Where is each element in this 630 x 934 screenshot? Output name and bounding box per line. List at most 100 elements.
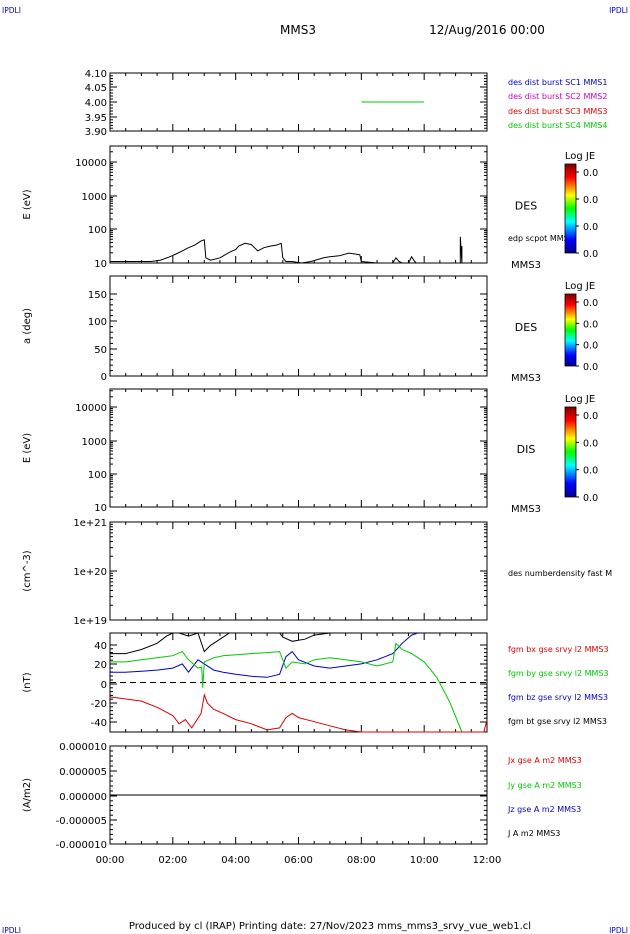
series-line-1 [459,236,463,264]
panel-des-pitch: 150 100 50 0 a (deg) DES MMS3 Log JE 0.0 0.0 0.0 0.… [22,275,598,384]
corner-tag-top-left: IPDLI [2,6,21,15]
y-axis-title: E (eV) [22,433,33,463]
y-axis-title: E (eV) [22,189,33,219]
y-tick-label: 1000 [82,437,107,448]
y-tick-label: 4.00 [85,98,107,109]
x-tick-label: 10:00 [410,855,439,866]
y-tick-label: 4.10 [85,69,107,80]
legend-entry: Jz gse A m2 MMS3 [507,805,581,814]
corner-tag-top-right: IPDLI [609,6,628,15]
legend-entry: fgm bt gse srvy l2 MMS3 [508,717,607,726]
legend-entry: J A m2 MMS3 [507,829,560,838]
panel-frame [109,145,488,264]
corner-tag-bottom-left: IPDLI [2,926,21,934]
x-tick-label: 06:00 [284,855,313,866]
panel-frame [109,388,488,508]
y-tick-label: 10000 [75,403,107,414]
colorbar [564,293,577,367]
colorbar-tick-label: 0.0 [583,195,598,206]
series-line-0 [110,239,417,264]
colorbar [564,163,577,254]
panel-bottom-label: MMS3 [511,504,541,515]
footer-text: Produced by cl (IRAP) Printing date: 27/… [129,921,531,932]
series-line-2 [110,642,463,733]
y-tick-label: 20 [94,660,107,671]
y-tick-label: 0 [101,372,107,383]
legend-entry: des numberdensity fast M [508,569,612,578]
y-tick-label: 0.000010 [59,742,107,753]
legend-entry: fgm bz gse srvy l2 MMS3 [508,693,608,702]
colorbar-tick-label: 0.0 [583,168,598,179]
y-tick-label: 1e+20 [73,567,107,578]
legend-entry: des dist burst SC4 MMS4 [508,121,607,130]
y-tick-label: 0 [101,680,107,691]
x-tick-label: 08:00 [347,855,376,866]
y-tick-label: -20 [91,699,107,710]
colorbar-tick-label: 0.0 [583,493,598,504]
panel-density: 1e+21 1e+20 1e+19 (cm^-3) des numberdensity … [22,518,612,627]
y-tick-label: -0.000010 [56,840,107,851]
panel-frame [109,72,488,132]
y-tick-label: -40 [91,718,107,729]
panel-frame [109,275,488,377]
colorbar-tick-label: 0.0 [583,222,598,233]
colorbar-tick-label: 0.0 [583,319,598,330]
colorbar-tick-label: 0.0 [583,438,598,449]
series-line-3 [109,693,488,733]
panel-label: DIS [517,443,536,456]
legend-entry: fgm bx gse srvy l2 MMS3 [508,645,609,654]
legend-entry: des dist burst SC1 MMS1 [508,78,607,87]
colorbar-tick-label: 0.0 [583,466,598,477]
panel-label: DES [515,321,537,334]
y-tick-label: 1e+21 [73,518,107,529]
y-axis-title: (nT) [22,672,33,692]
legend-entry: des dist burst SC3 MMS3 [508,107,607,116]
panel-label: DES [515,200,537,213]
panel-current: 0.000010 0.000005 0.000000 -0.000005 -0.0000… [22,742,582,851]
colorbar-title: Log JE [565,151,595,162]
y-axis-title: (A/m2) [22,778,33,812]
panel-dis-energy: 10000 1000 100 10 E (eV) DIS MMS3 Log JE 0.0 0.0 0… [22,388,598,515]
colorbar-tick-label: 0.0 [583,362,598,373]
panel-bottom-label: MMS3 [511,373,541,384]
colorbar-title: Log JE [565,281,595,292]
legend-entry: Jx gse A m2 MMS3 [507,756,582,765]
y-tick-label: 100 [88,317,107,328]
series-line-1 [110,632,419,678]
y-axis-title: a (deg) [22,308,33,344]
panel-dist-burst: 4.10 4.05 4.00 3.95 3.90 des dist burst SC1 M… [85,69,608,138]
y-tick-label: 50 [94,345,107,356]
y-tick-label: 10 [94,259,107,270]
corner-tag-bottom-right: IPDLI [609,926,628,934]
y-tick-label: 100 [88,470,107,481]
colorbar-title: Log JE [565,394,595,405]
y-tick-label: 10000 [75,158,107,169]
legend-entry: des dist burst SC2 MMS2 [508,92,607,101]
plot-date: 12/Aug/2016 00:00 [429,23,545,37]
y-tick-label: 3.95 [85,113,107,124]
x-tick-label: 00:00 [96,855,125,866]
legend-entry: fgm by gse srvy l2 MMS3 [508,669,609,678]
y-tick-label: 40 [94,641,107,652]
colorbar-tick-label: 0.0 [583,341,598,352]
x-tick-label: 12:00 [473,855,502,866]
series-line-0 [110,632,346,655]
overlay-label: edp scpot MMS3 [508,234,574,243]
x-tick-label: 02:00 [158,855,187,866]
panel-frame [109,521,488,621]
y-tick-label: -0.000005 [56,816,107,827]
y-tick-label: 0.000000 [59,792,107,803]
legend-entry: Jy gse A m2 MMS3 [507,781,582,790]
y-tick-label: 100 [88,225,107,236]
plot-title: MMS3 [280,23,316,37]
y-tick-label: 4.05 [85,83,107,94]
colorbar-tick-label: 0.0 [583,298,598,309]
x-tick-label: 04:00 [221,855,250,866]
panel-bottom-label: MMS3 [511,260,541,271]
y-tick-label: 3.90 [85,127,107,138]
panel-fgm: 40 20 0 -20 -40 (nT) fgm bx gse srvy l2 MMS3 fg… [22,632,609,733]
y-tick-label: 0.000005 [59,767,107,778]
y-tick-label: 10 [94,503,107,514]
y-tick-label: 1e+19 [73,616,107,627]
